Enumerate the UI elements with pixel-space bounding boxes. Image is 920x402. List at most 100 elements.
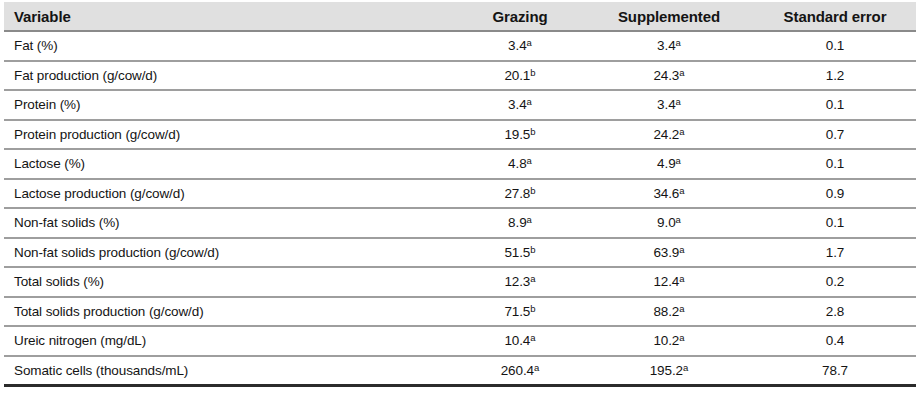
grazing-significance-superscript: a: [530, 332, 535, 343]
table-body: Fat (%) 3.4a 3.4a 0.1 Fat production (g/…: [4, 31, 916, 386]
header-supplemented: Supplemented: [584, 2, 754, 31]
supplemented-significance-superscript: a: [676, 96, 681, 107]
supplemented-significance-superscript: a: [679, 273, 684, 284]
supplemented-cell: 195.2a: [584, 356, 754, 386]
supplemented-cell: 34.6a: [584, 179, 754, 209]
grazing-cell: 8.9a: [456, 208, 584, 238]
supplemented-significance-superscript: a: [679, 332, 684, 343]
variable-cell: Lactose production (g/cow/d): [4, 179, 456, 209]
grazing-significance-superscript: a: [530, 273, 535, 284]
table-row: Lactose (%) 4.8a 4.9a 0.1: [4, 149, 916, 179]
table-row: Total solids production (g/cow/d) 71.5b …: [4, 297, 916, 327]
grazing-value: 20.1: [504, 68, 530, 83]
supplemented-cell: 88.2a: [584, 297, 754, 327]
standard-error-cell: 78.7: [754, 356, 916, 386]
standard-error-cell: 0.4: [754, 326, 916, 356]
header-row: Variable Grazing Supplemented Standard e…: [4, 2, 916, 31]
standard-error-cell: 0.9: [754, 179, 916, 209]
grazing-value: 260.4: [501, 363, 534, 378]
grazing-significance-superscript: b: [530, 303, 535, 314]
supplemented-significance-superscript: a: [676, 155, 681, 166]
header-variable: Variable: [4, 2, 456, 31]
table-row: Somatic cells (thousands/mL) 260.4a 195.…: [4, 356, 916, 386]
results-table-container: Variable Grazing Supplemented Standard e…: [4, 2, 916, 387]
standard-error-cell: 0.1: [754, 31, 916, 61]
grazing-cell: 10.4a: [456, 326, 584, 356]
supplemented-value: 12.4: [653, 274, 679, 289]
grazing-significance-superscript: a: [534, 362, 539, 373]
grazing-cell: 20.1b: [456, 61, 584, 91]
supplemented-value: 63.9: [653, 245, 679, 260]
table-row: Lactose production (g/cow/d) 27.8b 34.6a…: [4, 179, 916, 209]
grazing-value: 10.4: [504, 333, 530, 348]
table-row: Fat (%) 3.4a 3.4a 0.1: [4, 31, 916, 61]
variable-cell: Total solids (%): [4, 267, 456, 297]
table-row: Ureic nitrogen (mg/dL) 10.4a 10.2a 0.4: [4, 326, 916, 356]
standard-error-cell: 1.2: [754, 61, 916, 91]
supplemented-cell: 3.4a: [584, 90, 754, 120]
grazing-significance-superscript: b: [530, 185, 535, 196]
grazing-significance-superscript: a: [527, 155, 532, 166]
supplemented-cell: 3.4a: [584, 31, 754, 61]
grazing-value: 27.8: [504, 186, 530, 201]
grazing-cell: 71.5b: [456, 297, 584, 327]
supplemented-significance-superscript: a: [679, 244, 684, 255]
standard-error-cell: 1.7: [754, 238, 916, 268]
grazing-cell: 4.8a: [456, 149, 584, 179]
supplemented-value: 3.4: [657, 97, 675, 112]
supplemented-significance-superscript: a: [679, 67, 684, 78]
table-row: Non-fat solids production (g/cow/d) 51.5…: [4, 238, 916, 268]
grazing-significance-superscript: a: [527, 214, 532, 225]
grazing-value: 12.3: [504, 274, 530, 289]
supplemented-significance-superscript: a: [679, 126, 684, 137]
supplemented-significance-superscript: a: [679, 185, 684, 196]
table-row: Protein production (g/cow/d) 19.5b 24.2a…: [4, 120, 916, 150]
supplemented-value: 88.2: [653, 304, 679, 319]
supplemented-significance-superscript: a: [683, 362, 688, 373]
grazing-significance-superscript: a: [527, 96, 532, 107]
table-row: Fat production (g/cow/d) 20.1b 24.3a 1.2: [4, 61, 916, 91]
supplemented-cell: 63.9a: [584, 238, 754, 268]
grazing-value: 51.5: [504, 245, 530, 260]
standard-error-cell: 2.8: [754, 297, 916, 327]
grazing-cell: 3.4a: [456, 31, 584, 61]
supplemented-value: 24.3: [653, 68, 679, 83]
standard-error-cell: 0.1: [754, 208, 916, 238]
variable-cell: Lactose (%): [4, 149, 456, 179]
supplemented-cell: 24.2a: [584, 120, 754, 150]
variable-cell: Fat (%): [4, 31, 456, 61]
grazing-value: 3.4: [508, 38, 526, 53]
grazing-significance-superscript: b: [530, 244, 535, 255]
grazing-cell: 27.8b: [456, 179, 584, 209]
standard-error-cell: 0.1: [754, 90, 916, 120]
grazing-value: 4.8: [508, 156, 526, 171]
variable-cell: Total solids production (g/cow/d): [4, 297, 456, 327]
supplemented-value: 3.4: [657, 38, 675, 53]
grazing-value: 8.9: [508, 215, 526, 230]
grazing-significance-superscript: b: [530, 126, 535, 137]
variable-cell: Protein (%): [4, 90, 456, 120]
standard-error-cell: 0.1: [754, 149, 916, 179]
supplemented-value: 4.9: [657, 156, 675, 171]
supplemented-cell: 24.3a: [584, 61, 754, 91]
grazing-cell: 260.4a: [456, 356, 584, 386]
supplemented-value: 10.2: [653, 333, 679, 348]
supplemented-cell: 12.4a: [584, 267, 754, 297]
variable-cell: Ureic nitrogen (mg/dL): [4, 326, 456, 356]
supplemented-value: 24.2: [653, 127, 679, 142]
grazing-significance-superscript: b: [530, 67, 535, 78]
supplemented-value: 34.6: [653, 186, 679, 201]
variable-cell: Non-fat solids (%): [4, 208, 456, 238]
supplemented-significance-superscript: a: [676, 37, 681, 48]
header-grazing: Grazing: [456, 2, 584, 31]
grazing-value: 71.5: [504, 304, 530, 319]
table-header: Variable Grazing Supplemented Standard e…: [4, 2, 916, 31]
standard-error-cell: 0.2: [754, 267, 916, 297]
grazing-significance-superscript: a: [527, 37, 532, 48]
variable-cell: Fat production (g/cow/d): [4, 61, 456, 91]
header-standard-error: Standard error: [754, 2, 916, 31]
variable-cell: Non-fat solids production (g/cow/d): [4, 238, 456, 268]
supplemented-significance-superscript: a: [679, 303, 684, 314]
supplemented-cell: 4.9a: [584, 149, 754, 179]
grazing-value: 19.5: [504, 127, 530, 142]
